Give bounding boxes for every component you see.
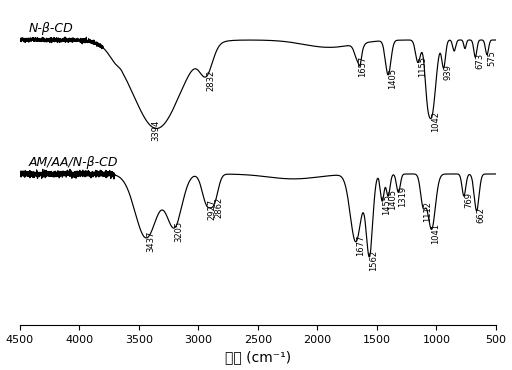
Text: 1042: 1042 — [432, 111, 440, 132]
Text: 1112: 1112 — [423, 201, 432, 222]
Text: 1677: 1677 — [356, 235, 365, 256]
Text: 2927: 2927 — [207, 199, 216, 221]
Text: 673: 673 — [475, 53, 484, 69]
Text: AM/AA/N-β-CD: AM/AA/N-β-CD — [29, 156, 119, 169]
Text: 1657: 1657 — [358, 56, 367, 77]
Text: 575: 575 — [487, 50, 496, 66]
Text: 2832: 2832 — [206, 70, 216, 91]
Text: 769: 769 — [464, 192, 473, 208]
Text: 1405: 1405 — [388, 189, 397, 211]
Text: 662: 662 — [477, 206, 486, 222]
Text: 1041: 1041 — [432, 223, 440, 243]
Text: 1455: 1455 — [382, 194, 391, 215]
Text: 1319: 1319 — [398, 185, 408, 207]
Text: 1405: 1405 — [388, 68, 397, 89]
Text: 3205: 3205 — [174, 221, 183, 242]
X-axis label: 波数 (cm⁻¹): 波数 (cm⁻¹) — [225, 350, 291, 364]
Text: 1155: 1155 — [418, 56, 427, 77]
Text: 939: 939 — [444, 64, 453, 80]
Text: 2862: 2862 — [215, 196, 224, 218]
Text: 3437: 3437 — [146, 231, 155, 252]
Text: 1562: 1562 — [370, 250, 378, 271]
Text: 3394: 3394 — [152, 120, 160, 141]
Text: N-β-CD: N-β-CD — [29, 22, 74, 35]
